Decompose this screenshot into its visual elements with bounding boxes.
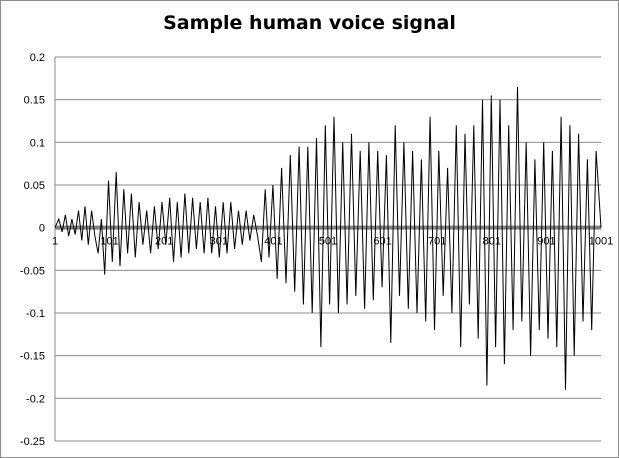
x-tick-label: 1001 — [589, 236, 613, 248]
y-tick-label: -0.2 — [26, 393, 45, 405]
y-tick-label: -0.05 — [20, 265, 45, 277]
x-tick-label: 101 — [100, 236, 118, 248]
y-tick-label: -0.1 — [26, 308, 45, 320]
y-tick-label: 0.15 — [24, 95, 45, 107]
y-tick-label: 0.05 — [24, 180, 45, 192]
series-line — [54, 86, 602, 390]
x-tick-label: 601 — [373, 236, 391, 248]
y-tick-label: 0.2 — [30, 52, 45, 64]
y-tick-label: 0.1 — [30, 137, 45, 149]
x-tick-label: 201 — [155, 236, 173, 248]
x-tick-label: 301 — [210, 236, 228, 248]
x-tick-label: 801 — [483, 236, 501, 248]
chart-title: Sample human voice signal — [163, 12, 456, 34]
y-tick-label: -0.15 — [20, 351, 45, 363]
y-tick-label: 0 — [39, 223, 45, 235]
x-tick-label: 401 — [264, 236, 282, 248]
y-tick-label: -0.25 — [20, 436, 45, 448]
x-tick-label: 1 — [52, 236, 58, 248]
